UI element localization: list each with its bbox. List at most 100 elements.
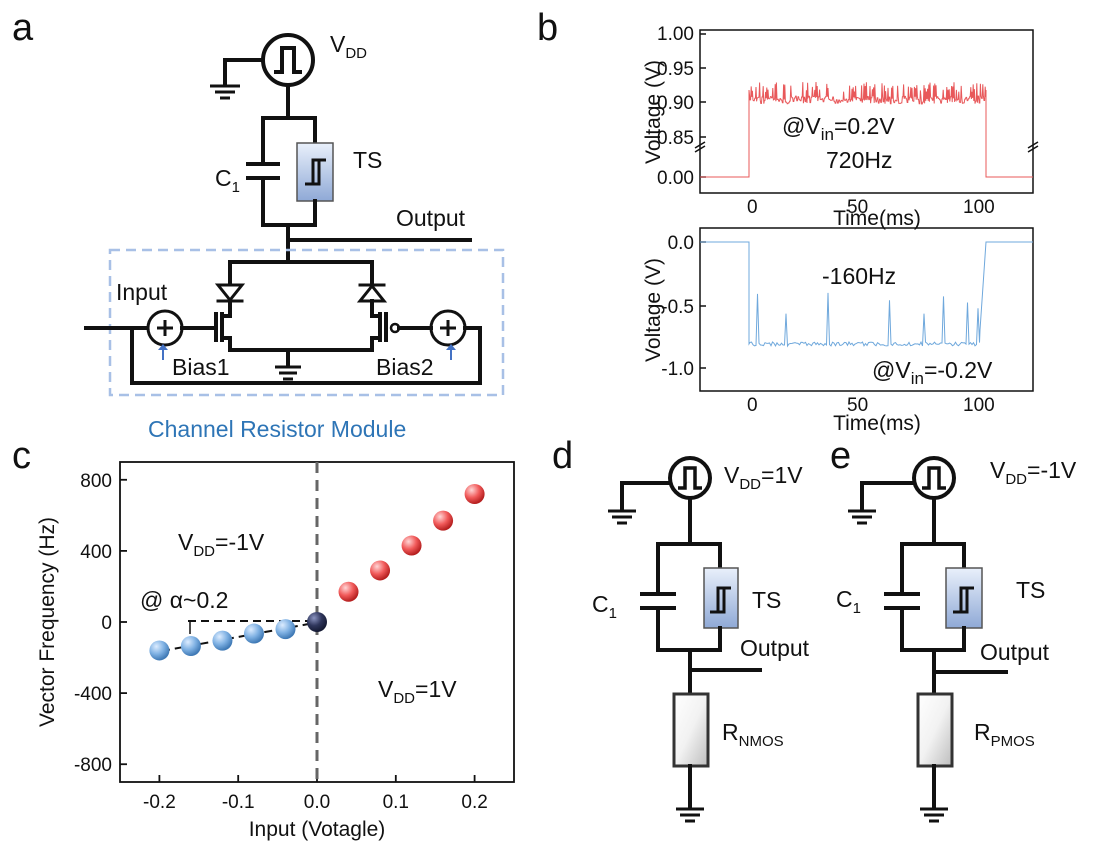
panel-b-letter: b (537, 7, 558, 49)
data-points (149, 484, 485, 661)
ground-icon (920, 807, 948, 823)
y-tick-label: -400 (74, 684, 112, 705)
xtick: 0 (747, 197, 758, 218)
waveform-trace (700, 241, 1033, 348)
x-axis-title: Input (Votagle) (249, 818, 386, 841)
output-label: Output (980, 639, 1050, 665)
data-point (338, 581, 359, 602)
data-point (370, 560, 391, 581)
capacitor-icon (884, 592, 920, 610)
ytick: 0.0 (668, 233, 694, 254)
panel-e: e VDD=-1V C1 TS Output (830, 435, 1077, 823)
xtick: 0 (747, 395, 758, 416)
vdd-label: VDD=1V (724, 462, 803, 493)
diode-icon (356, 283, 388, 303)
resistor-label: RNMOS (722, 719, 784, 750)
output-label: Output (396, 205, 466, 231)
threshold-switch-icon (296, 142, 334, 202)
y-tick-label: -800 (74, 755, 112, 776)
y-axis-title: Voltage (V) (642, 258, 665, 362)
panel-a: a VDD C1 TS (12, 7, 505, 442)
data-point (243, 623, 264, 644)
ground-icon (275, 365, 301, 381)
axis-ticks: -0.2 -0.1 0.0 0.1 0.2 -800 -400 0 400 800 (74, 471, 488, 813)
c1-label: C1 (215, 165, 240, 196)
panel-c-letter: c (12, 435, 31, 477)
xtick: 50 (847, 197, 868, 218)
bias2-label: Bias2 (376, 354, 434, 380)
vdd-negative-label: VDD=-1V (178, 529, 265, 560)
x-tick-label: 0.2 (461, 792, 487, 813)
ytick: 0.85 (657, 128, 694, 149)
c1-label: C1 (592, 591, 617, 622)
x-tick-label: 0.0 (304, 792, 330, 813)
x-tick-label: -0.2 (143, 792, 176, 813)
bias1-label: Bias1 (172, 354, 230, 380)
waveform-top: 1.00 0.95 0.90 0.85 0.00 0 50 100 Voltag… (642, 24, 1039, 230)
ytick: 1.00 (657, 24, 694, 45)
resistor-icon (672, 692, 710, 768)
module-title: Channel Resistor Module (148, 416, 406, 442)
pulse-source-icon (668, 456, 712, 500)
data-point (401, 535, 422, 556)
resistor-icon (916, 692, 954, 768)
module-box (108, 248, 505, 397)
panel-d: d VDD=1V C1 TS Output (552, 435, 810, 823)
output-label: Output (740, 635, 810, 661)
x-axis-title: Time(ms) (833, 207, 921, 230)
xtick: 100 (963, 395, 995, 416)
y-tick-label: 800 (80, 471, 112, 492)
data-point (149, 640, 170, 661)
waveform-bottom: 0.0 -0.5 -1.0 0 50 100 Voltage (V) Time(… (642, 227, 1034, 435)
panel-c: c -0.2 -0.1 0.0 0.1 0.2 -800 -400 0 400 800 Vecto… (12, 435, 515, 841)
panel-a-letter: a (12, 7, 34, 49)
y-tick-label: 400 (80, 542, 112, 563)
panel-b: b 1.00 0.95 0.90 0.85 0.00 0 50 100 Volt… (537, 7, 1039, 435)
data-point (212, 630, 233, 651)
y-axis-title: Vector Frequency (Hz) (36, 517, 59, 727)
ytick: -0.5 (661, 297, 694, 318)
xtick: 50 (847, 395, 868, 416)
vdd-label: VDD (330, 31, 367, 62)
x-axis-title: Time(ms) (833, 412, 921, 435)
input-label: Input (116, 279, 168, 305)
threshold-switch-icon (703, 567, 739, 629)
alpha-annotation: @ α~0.2 (140, 587, 228, 613)
ground-icon (676, 807, 704, 823)
xtick: 100 (963, 197, 995, 218)
x-tick-label: 0.1 (383, 792, 409, 813)
ground-icon (848, 481, 916, 525)
panel-e-letter: e (830, 435, 851, 477)
data-point (180, 636, 201, 656)
condition-note: @Vin=0.2V (782, 113, 895, 144)
capacitor-icon (246, 162, 280, 180)
resistor-label: RPMOS (974, 719, 1035, 750)
vdd-positive-label: VDD=1V (378, 676, 457, 707)
panel-d-letter: d (552, 435, 573, 477)
adder-icon (146, 309, 184, 347)
pmos-transistor-icon (370, 312, 401, 352)
ts-label: TS (353, 147, 382, 173)
y-tick-label: 0 (101, 613, 112, 634)
ground-icon (608, 481, 674, 525)
data-point (307, 612, 327, 632)
y-axis-title: Voltage (V) (642, 60, 665, 164)
ytick: -1.0 (661, 359, 694, 380)
ytick: 0.95 (657, 59, 694, 80)
ts-label: TS (752, 587, 781, 613)
threshold-switch-icon (945, 567, 983, 629)
data-point (275, 619, 296, 640)
ytick: 0.00 (657, 168, 694, 189)
data-point (464, 484, 485, 504)
ground-icon (210, 58, 265, 100)
nmos-transistor-icon (214, 312, 232, 352)
ts-label: TS (1016, 577, 1045, 603)
frequency-note: 720Hz (826, 147, 892, 173)
x-tick-label: -0.1 (222, 792, 255, 813)
pulse-source-icon (261, 33, 315, 87)
vdd-label: VDD=-1V (990, 457, 1077, 488)
adder-icon (429, 309, 467, 347)
data-point (433, 510, 454, 531)
ytick: 0.90 (657, 93, 694, 114)
